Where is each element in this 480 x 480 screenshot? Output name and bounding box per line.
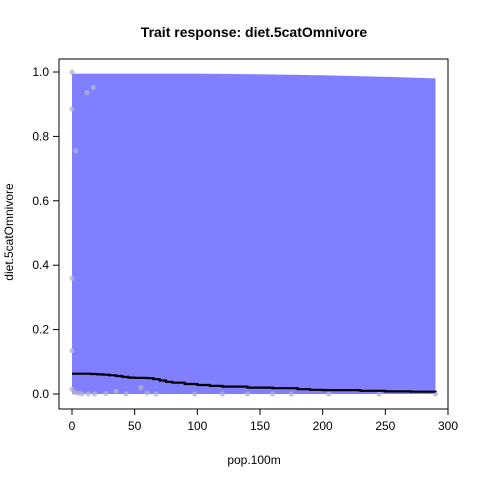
x-tick-label: 200 [313, 419, 333, 433]
data-point [73, 148, 79, 154]
data-point [84, 90, 90, 96]
data-point [69, 275, 75, 281]
data-point [92, 391, 98, 397]
data-point [90, 84, 96, 91]
data-point [138, 385, 144, 391]
data-point [113, 388, 119, 394]
data-point [288, 391, 294, 397]
y-tick-label: 0.4 [32, 258, 49, 272]
data-point [269, 391, 276, 397]
data-points-layer [69, 69, 439, 397]
y-axis: 0.0 0.2 0.4 0.6 0.8 1.0 [32, 65, 60, 401]
y-axis-label: diet.5catOmnivore [2, 183, 16, 281]
x-axis: 0 50 100 150 200 250 300 [69, 408, 458, 433]
x-tick-label: 100 [187, 419, 207, 433]
x-tick-label: 150 [250, 419, 270, 433]
data-point [244, 391, 251, 397]
y-tick-label: 0.0 [32, 387, 49, 401]
x-axis-label: pop.100m [227, 453, 280, 467]
x-tick-label: 0 [69, 419, 76, 433]
data-point [219, 391, 225, 397]
y-tick-label: 0.2 [32, 323, 49, 337]
data-point [69, 347, 75, 354]
confidence-band [72, 73, 436, 394]
data-point [326, 391, 332, 397]
y-tick-label: 0.8 [32, 129, 49, 143]
x-tick-label: 50 [128, 419, 142, 433]
chart-title: Trait response: diet.5catOmnivore [141, 24, 368, 40]
confidence-band-layer [72, 73, 436, 394]
data-point [153, 391, 159, 397]
data-point [79, 391, 85, 397]
data-point [103, 390, 109, 396]
y-tick-label: 0.6 [32, 194, 49, 208]
fitted-line-layer [72, 372, 437, 393]
data-point [69, 106, 75, 112]
data-point [144, 390, 150, 396]
data-point [123, 391, 129, 397]
data-point [376, 391, 382, 397]
fitted-line [72, 372, 437, 393]
data-point [85, 391, 91, 397]
data-point [69, 69, 75, 75]
data-point [192, 391, 198, 397]
x-tick-label: 250 [375, 419, 395, 433]
x-tick-label: 300 [438, 419, 458, 433]
y-tick-label: 1.0 [32, 65, 49, 79]
